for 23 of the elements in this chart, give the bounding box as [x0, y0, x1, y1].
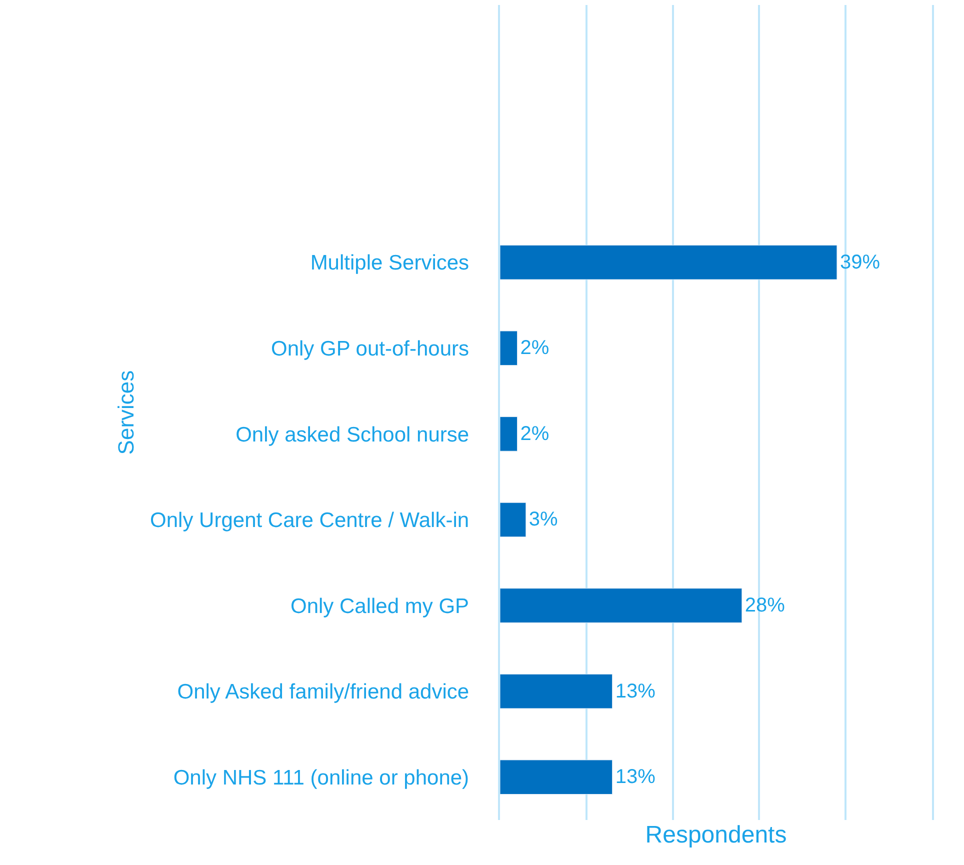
data-label: 13% — [615, 766, 656, 788]
y-tick-label: Only GP out-of-hours — [271, 338, 470, 361]
y-tick-label: Multiple Services — [310, 252, 470, 275]
bar — [500, 244, 838, 280]
y-axis-title: Services — [113, 370, 138, 455]
bar — [500, 760, 613, 795]
x-axis-title: Respondents — [645, 821, 787, 848]
data-label: 28% — [744, 594, 786, 617]
y-tick-label: Only Urgent Care Centre / Walk-in — [150, 509, 470, 532]
bar — [500, 416, 518, 452]
y-tick-label: Only asked School nurse — [236, 423, 470, 446]
data-label: 39% — [840, 251, 880, 274]
data-label: 3% — [528, 508, 558, 531]
bar — [500, 502, 526, 538]
data-label: 2% — [520, 337, 550, 360]
bar — [500, 588, 742, 623]
bar — [500, 674, 613, 709]
y-tick-label: Only Asked family/friend advice — [177, 680, 470, 704]
data-label: 2% — [520, 422, 550, 445]
bar — [500, 330, 518, 366]
data-label: 13% — [615, 680, 656, 702]
y-tick-label: Only NHS 111 (online or phone) — [173, 766, 470, 790]
y-tick-label: Only Called my GP — [290, 594, 470, 618]
